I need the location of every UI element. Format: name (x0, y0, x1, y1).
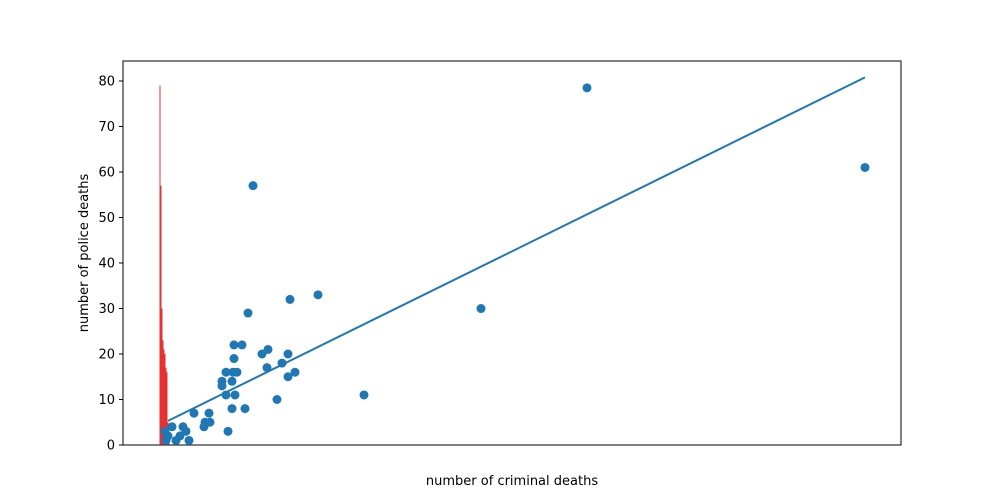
scatter-point (204, 408, 214, 418)
scatter-point (283, 372, 293, 382)
bar (160, 185, 162, 445)
scatter-point (262, 363, 272, 373)
y-tick-label: 60 (98, 166, 115, 181)
scatter-point (285, 294, 295, 304)
scatter-point (189, 408, 199, 418)
scatter-point (160, 426, 170, 436)
y-tick-label: 40 (98, 257, 115, 272)
scatter-point (263, 344, 273, 354)
scatter-point (221, 367, 231, 377)
scatter-point (199, 422, 209, 432)
scatter-point (217, 381, 227, 391)
scatter-point (227, 404, 237, 414)
fit-line (167, 76, 866, 422)
scatter-point (240, 404, 250, 414)
y-tick-label: 80 (98, 75, 115, 90)
y-tick-label: 10 (98, 393, 115, 408)
y-tick-label: 20 (98, 348, 115, 363)
scatter-point (582, 83, 592, 93)
scatter-point (243, 308, 253, 318)
scatter-point (359, 390, 369, 400)
scatter-point (229, 354, 239, 364)
scatter-point (223, 426, 233, 436)
scatter-point (290, 367, 300, 377)
scatter-point (230, 390, 240, 400)
scatter-point (184, 435, 194, 445)
y-tick-label: 0 (107, 439, 115, 454)
bar (161, 308, 163, 445)
scatter-point (476, 304, 486, 314)
y-tick-label: 50 (98, 211, 115, 226)
x-axis-label: number of criminal deaths (426, 474, 598, 489)
bar (163, 349, 165, 445)
scatter-point (227, 376, 237, 386)
plot-frame (122, 60, 902, 446)
scatter-point (171, 435, 181, 445)
scatter-point (277, 358, 287, 368)
scatter-point (237, 340, 247, 350)
bar (166, 372, 168, 445)
scatter-point (232, 367, 242, 377)
scatter-point (860, 162, 870, 172)
scatter-point (272, 395, 282, 405)
scatter-point (248, 181, 258, 191)
scatter-point (313, 290, 323, 300)
bar (164, 354, 166, 445)
scatter-point (283, 349, 293, 359)
y-tick-label: 70 (98, 120, 115, 135)
y-tick-label: 30 (98, 302, 115, 317)
scatter-point (221, 390, 231, 400)
scatter-point (229, 340, 239, 350)
bar (159, 85, 161, 445)
y-axis-label: number of police deaths (77, 173, 92, 332)
bar (165, 367, 167, 445)
bar (162, 340, 164, 445)
scatter-point (167, 422, 177, 432)
